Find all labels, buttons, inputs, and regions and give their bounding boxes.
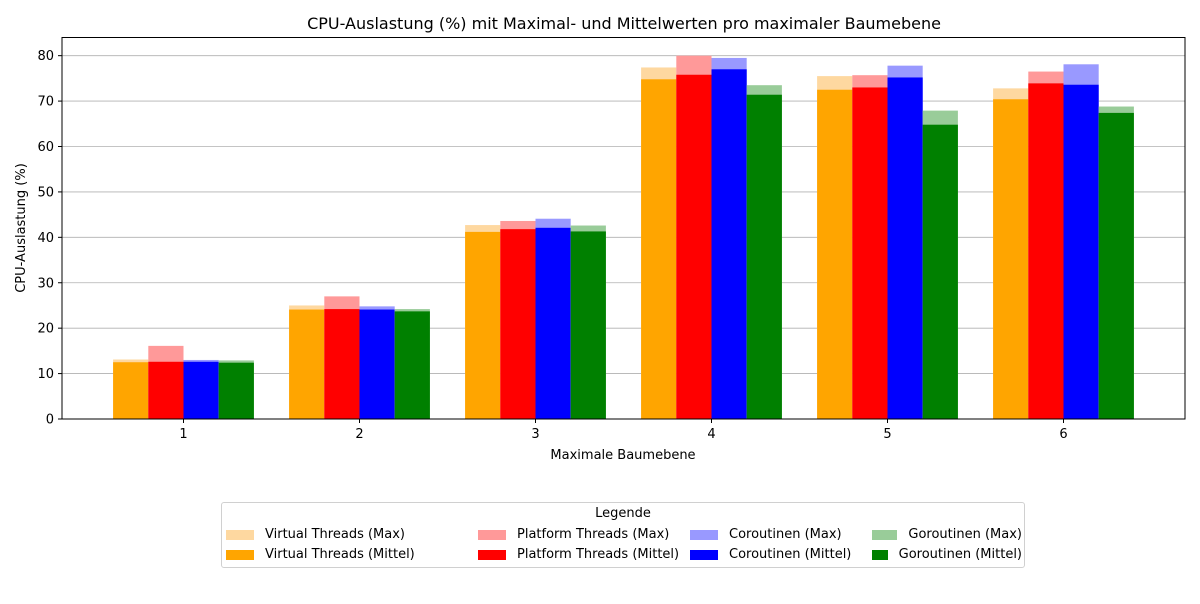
legend-label: Coroutinen (Max): [729, 527, 842, 542]
legend-item: Virtual Threads (Mittel): [226, 547, 478, 562]
legend-swatch: [872, 549, 888, 560]
bar-mean: [183, 361, 219, 419]
x-tick-label: 3: [531, 427, 539, 442]
bar-mean: [922, 124, 958, 419]
chart-title: CPU-Auslastung (%) mit Maximal- und Mitt…: [307, 14, 941, 33]
legend-label: Coroutinen (Mittel): [729, 547, 852, 562]
bar-mean: [500, 229, 536, 419]
bar-mean: [852, 87, 888, 419]
legend-item: Goroutinen (Mittel): [872, 547, 1022, 562]
bar-mean: [148, 361, 184, 419]
bar-mean: [711, 69, 747, 420]
legend-swatch: [872, 529, 898, 540]
y-tick-label: 40: [37, 231, 54, 246]
y-tick-label: 30: [37, 276, 54, 291]
legend-item: Coroutinen (Mittel): [690, 547, 872, 562]
legend-swatch: [478, 529, 506, 540]
legend-label: Goroutinen (Mittel): [898, 547, 1022, 562]
y-tick-label: 20: [37, 322, 54, 337]
bar-mean: [887, 77, 923, 419]
legend-label: Virtual Threads (Max): [265, 527, 405, 542]
y-tick-label: 70: [37, 95, 54, 110]
legend-item: Virtual Threads (Max): [226, 527, 478, 542]
x-tick-label: 2: [355, 427, 363, 442]
bar-mean: [746, 94, 782, 419]
legend-title: Legende: [595, 506, 651, 521]
y-tick-label: 50: [37, 185, 54, 200]
x-tick-label: 4: [707, 427, 715, 442]
bar-mean: [359, 309, 395, 419]
bar-mean: [817, 89, 853, 420]
legend-label: Virtual Threads (Mittel): [265, 547, 415, 562]
bar-mean: [641, 79, 677, 420]
legend-item: Coroutinen (Max): [690, 527, 872, 542]
bar-mean: [570, 231, 606, 419]
legend-item: Goroutinen (Max): [872, 527, 1022, 542]
legend-item: Platform Threads (Mittel): [478, 547, 690, 562]
legend-label: Goroutinen (Max): [908, 527, 1022, 542]
legend-swatch: [226, 549, 254, 560]
y-axis-label: CPU-Auslastung (%): [14, 163, 29, 293]
x-tick-label: 5: [883, 427, 891, 442]
bar-mean: [1063, 84, 1099, 419]
x-tick-label: 1: [179, 427, 187, 442]
bar-mean: [1098, 112, 1134, 420]
y-tick-label: 10: [37, 367, 54, 382]
legend-swatch: [690, 529, 718, 540]
legend-label: Platform Threads (Mittel): [517, 547, 680, 562]
y-tick-label: 0: [46, 413, 54, 428]
legend-swatch: [690, 549, 718, 560]
bars-layer: [113, 55, 1134, 420]
legend-swatch: [478, 549, 506, 560]
legend: Legende Virtual Threads (Max) Platform Th…: [221, 502, 1025, 568]
legend-entries: Virtual Threads (Max) Platform Threads (M…: [226, 527, 1022, 562]
x-axis-label: Maximale Baumebene: [550, 448, 695, 463]
legend-item: Platform Threads (Max): [478, 527, 690, 542]
bar-mean: [394, 311, 430, 419]
bar-mean: [676, 74, 712, 419]
axis-layer: 0 10 20 30 40 50 60 70 80 1 2 3 4 5 6: [37, 49, 1067, 442]
y-tick-label: 80: [37, 49, 54, 64]
plot-frame: [61, 37, 1186, 420]
y-tick-label: 60: [37, 140, 54, 155]
bar-mean: [113, 362, 149, 419]
bar-mean: [535, 227, 571, 419]
bar-mean: [324, 309, 360, 419]
bar-mean: [993, 99, 1029, 420]
bar-mean: [218, 362, 254, 419]
bar-mean: [1028, 83, 1064, 419]
bar-mean: [465, 231, 501, 419]
x-tick-label: 6: [1059, 427, 1067, 442]
bar-mean: [289, 309, 325, 419]
legend-label: Platform Threads (Max): [517, 527, 670, 542]
legend-swatch: [226, 529, 254, 540]
